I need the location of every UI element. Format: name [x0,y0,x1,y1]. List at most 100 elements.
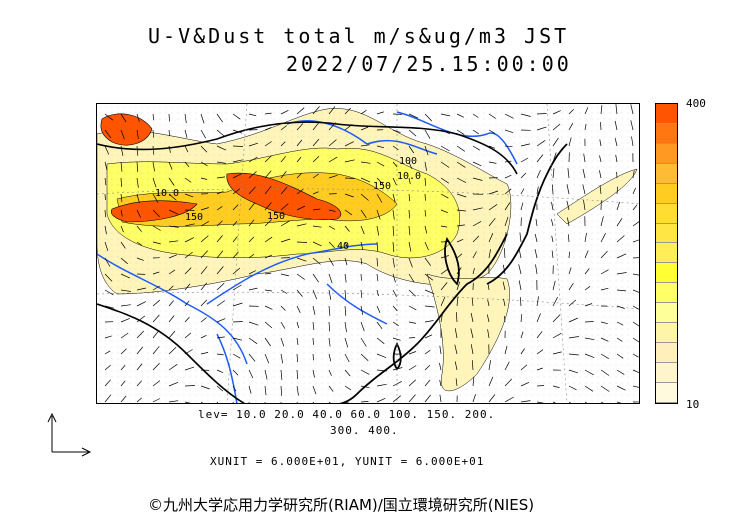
wind-arrow [200,299,208,307]
wind-arrow [392,380,402,387]
wind-arrow [328,241,335,248]
wind-arrow [120,241,126,249]
wind-arrow [296,188,304,195]
wind-arrow [168,300,174,307]
wind-arrow [503,298,506,307]
contour-label: 10.0 [397,171,421,182]
wind-arrow [296,156,302,163]
wind-arrow [152,193,159,203]
wind-arrow [216,161,227,164]
wind-arrow [184,283,191,291]
wind-arrow [566,200,570,211]
wind-arrow [392,367,403,371]
wind-arrow [456,267,462,275]
wind-arrow [344,241,349,248]
wind-arrow [360,193,369,201]
wind-arrow [520,400,531,403]
wind-arrow [472,376,475,387]
wind-arrow [408,321,417,324]
wind-arrow [232,251,239,259]
wind-arrow [152,398,161,403]
wind-arrow [568,401,572,403]
wind-arrow [568,353,579,356]
wind-arrow [232,220,238,227]
wind-arrow [440,312,444,323]
wind-arrow [168,400,179,403]
dust-high-stipple [97,104,639,403]
wind-arrow [488,129,496,134]
wind-arrow [216,176,226,179]
wind-arrow [264,254,273,259]
wind-arrow [312,156,320,163]
wind-arrow [312,191,319,195]
wind-arrow [616,401,622,403]
wind-arrow [472,129,479,135]
wind-arrow [264,202,272,211]
wind-arrow [280,220,290,227]
wind-arrow [472,268,475,275]
wind-arrow [168,315,175,323]
wind-arrow [456,145,465,152]
wind-arrow [568,299,577,307]
wind-arrow [632,321,639,327]
wind-arrow [600,401,604,403]
colorbar-min-label: 10 [686,398,700,411]
wind-arrow [632,273,639,276]
contour-label: 40 [337,241,349,252]
wind-arrow [392,193,396,203]
wind-arrow [120,289,131,292]
contour-label: 150 [373,181,391,192]
wind-arrow [615,104,618,115]
wind-arrow [280,353,284,364]
border-line [97,121,518,175]
wind-arrow [599,185,602,195]
wind-arrow [184,113,187,124]
wind-arrow [232,337,243,341]
wind-arrow [152,209,160,218]
wind-arrow [296,123,304,131]
wind-arrow [328,209,336,212]
wind-arrow [616,353,624,359]
wind-arrow [504,160,512,163]
wind-arrow [616,369,625,375]
map-timestamp: 2022/07/25.15:00:00 [286,52,572,76]
wind-arrow [631,136,634,147]
contour-label: 150 [267,211,285,222]
wind-arrow [584,123,587,131]
wind-arrow [408,394,416,403]
wind-arrow [600,321,608,325]
wind-arrow [328,305,331,316]
wind-arrow [567,168,570,179]
wind-arrow [168,209,179,215]
wind-arrow [600,122,602,131]
wind-arrow [152,145,155,155]
wind-arrow [120,161,123,172]
wind-arrow [264,112,272,115]
colorbar-band [656,382,677,403]
wind-arrow [552,280,556,291]
wind-arrow [568,336,579,339]
wind-arrow [216,282,225,291]
wind-arrow [344,107,351,115]
wind-arrow [136,315,146,323]
wind-arrow [424,349,431,355]
wind-arrow [200,207,209,211]
wind-arrow [152,346,160,355]
wind-arrow [392,321,399,326]
wind-arrow [392,129,401,133]
wind-arrow [264,127,272,131]
wind-arrow [568,234,570,243]
colorbar-band [656,203,677,224]
wind-arrow [312,385,317,395]
wind-arrow [360,177,371,183]
wind-arrow [216,250,224,259]
wind-arrow [536,169,541,179]
wind-arrow [584,107,589,115]
wind-arrow [440,177,449,184]
wind-arrow [376,241,379,252]
wind-arrow [136,145,139,156]
wind-arrow [632,337,639,343]
wind-arrow [455,312,458,323]
wind-arrow [328,401,331,403]
wind-arrow [440,145,450,152]
